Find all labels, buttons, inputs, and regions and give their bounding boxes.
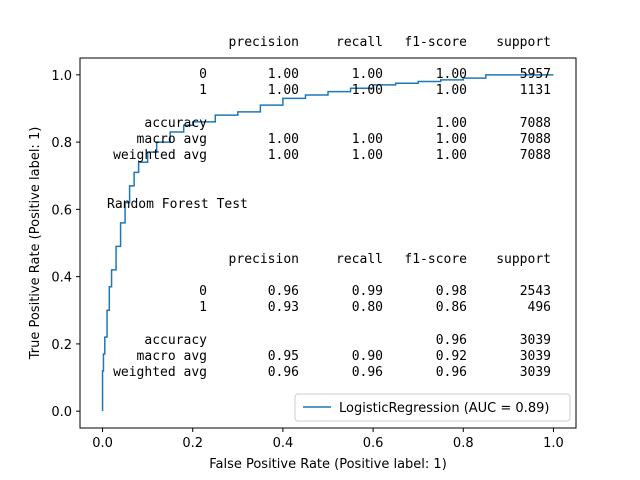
test-report-row-label: accuracy <box>144 333 207 348</box>
legend: LogisticRegression (AUC = 0.89) <box>294 393 571 422</box>
train-report-header-f1score: f1-score <box>404 35 467 50</box>
train-report-header-recall: recall <box>336 35 383 50</box>
train-report-cell: 1.00 <box>352 132 383 147</box>
x-tick-label: 0.6 <box>363 436 384 451</box>
test-report-cell: 3039 <box>520 333 551 348</box>
test-report-cell: 0.95 <box>268 349 299 364</box>
test-report-header-support: support <box>496 252 551 267</box>
train-report-cell: 1.00 <box>268 132 299 147</box>
test-report-cell: 496 <box>528 300 551 315</box>
test-report-cell: 0.93 <box>268 300 299 315</box>
plot-background <box>80 58 576 428</box>
train-report-cell: 7088 <box>520 116 551 131</box>
train-report-row-label: 0 <box>199 67 207 82</box>
test-report-cell: 0.96 <box>268 284 299 299</box>
y-tick-label: 0.2 <box>51 338 72 353</box>
train-report-cell: 1.00 <box>268 148 299 163</box>
roc-curve-line <box>101 74 554 412</box>
y-tick-label: 0.6 <box>51 203 72 218</box>
train-report-cell: 1.00 <box>352 83 383 98</box>
x-tick-label: 0.4 <box>273 436 294 451</box>
x-tick-label: 0.2 <box>182 436 203 451</box>
test-report-cell: 0.98 <box>436 284 467 299</box>
train-report-cell: 7088 <box>520 148 551 163</box>
test-report-cell: 0.96 <box>352 365 383 380</box>
test-report-cell: 0.96 <box>268 365 299 380</box>
test-report-header-precision: precision <box>229 252 299 267</box>
train-report-cell: 5957 <box>520 67 551 82</box>
test-report-row-label: 1 <box>199 300 207 315</box>
test-report-cell: 0.90 <box>352 349 383 364</box>
test-report-title: Random Forest Test <box>107 197 248 212</box>
train-report-header-support: support <box>496 35 551 50</box>
legend-box <box>294 393 571 422</box>
test-report-cell: 0.80 <box>352 300 383 315</box>
x-tick-label: 0.0 <box>92 436 113 451</box>
train-report-cell: 1.00 <box>436 83 467 98</box>
train-report-header-precision: precision <box>229 35 299 50</box>
test-report-cell: 0.96 <box>436 333 467 348</box>
train-report-row-label: accuracy <box>144 116 207 131</box>
test-report-cell: 0.96 <box>436 365 467 380</box>
y-axis-label: True Positive Rate (Positive label: 1) <box>28 127 43 361</box>
x-axis-label: False Positive Rate (Positive label: 1) <box>209 457 447 472</box>
test-report-row-label: macro avg <box>137 349 207 364</box>
train-report-cell: 1.00 <box>268 83 299 98</box>
train-report-cell: 1.00 <box>352 148 383 163</box>
train-report-row-label: weighted avg <box>113 148 207 163</box>
test-report-header-recall: recall <box>336 252 383 267</box>
series-layer <box>101 74 554 412</box>
train-report-cell: 1.00 <box>436 132 467 147</box>
test-report-row-label: weighted avg <box>113 365 207 380</box>
plot-area <box>80 58 576 428</box>
test-report-row-label: 0 <box>199 284 207 299</box>
train-report-cell: 1.00 <box>436 116 467 131</box>
axis-ticks: 0.0 0.2 0.4 0.6 0.8 1.0 0.0 0.2 0.4 0.6 0.8 1.0 <box>51 69 563 451</box>
train-report-row-label: 1 <box>199 83 207 98</box>
test-report-header-f1score: f1-score <box>404 252 467 267</box>
train-report-row-label: macro avg <box>137 132 207 147</box>
train-report-cell: 7088 <box>520 132 551 147</box>
y-tick-label: 1.0 <box>51 69 72 84</box>
test-report-cell: 3039 <box>520 349 551 364</box>
y-tick-label: 0.8 <box>51 136 72 151</box>
test-report-cell: 0.86 <box>436 300 467 315</box>
test-report-cell: 0.92 <box>436 349 467 364</box>
y-tick-label: 0.0 <box>51 405 72 420</box>
legend-label: LogisticRegression (AUC = 0.89) <box>339 401 549 416</box>
train-report-cell: 1131 <box>520 83 551 98</box>
train-report-cell: 1.00 <box>436 148 467 163</box>
train-report-cell: 1.00 <box>436 67 467 82</box>
x-tick-label: 0.8 <box>453 436 474 451</box>
test-report-cell: 2543 <box>520 284 551 299</box>
test-report-cell: 0.99 <box>352 284 383 299</box>
train-report-cell: 1.00 <box>352 67 383 82</box>
x-tick-label: 1.0 <box>543 436 564 451</box>
train-report-cell: 1.00 <box>268 67 299 82</box>
plot-frame <box>79 57 577 429</box>
y-tick-label: 0.4 <box>51 271 72 286</box>
test-report-cell: 3039 <box>520 365 551 380</box>
